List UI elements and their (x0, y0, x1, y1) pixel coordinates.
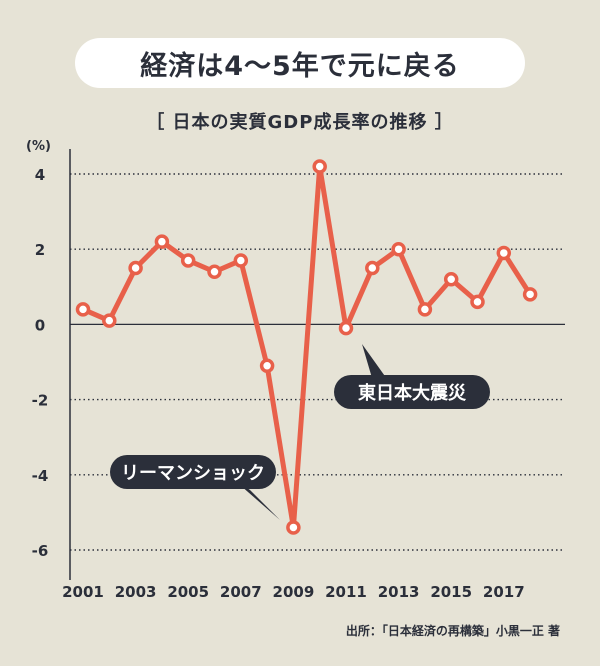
chart-title-banner: 経済は4～5年で元に戻る (75, 38, 525, 88)
data-point (154, 234, 170, 249)
x-tick-label: 2017 (483, 583, 525, 601)
x-tick-label: 2011 (325, 583, 367, 601)
callout-badge: リーマンショック (110, 455, 280, 520)
data-point (417, 302, 433, 317)
data-point (443, 272, 459, 287)
callout-label: リーマンショック (121, 463, 265, 484)
y-tick-label: 2 (35, 241, 45, 259)
x-tick-label: 2009 (273, 583, 315, 601)
data-point (496, 245, 512, 261)
data-point (102, 313, 117, 328)
y-tick-label: -6 (32, 542, 49, 560)
data-point (233, 253, 249, 268)
data-point (128, 260, 143, 276)
x-tick-label: 2001 (62, 583, 104, 601)
data-point (75, 302, 91, 317)
data-point (180, 253, 196, 268)
data-point (338, 320, 354, 336)
data-point (259, 358, 275, 374)
data-point (470, 294, 485, 310)
data-point (207, 264, 222, 280)
x-tick-label: 2013 (378, 583, 420, 601)
y-axis-unit-label: (%) (26, 139, 51, 154)
callout-badge: 東日本大震災 (334, 344, 490, 409)
x-tick-label: 2015 (430, 583, 472, 601)
data-point (365, 260, 380, 276)
data-point (522, 287, 538, 302)
y-tick-label: -4 (32, 467, 49, 485)
callout-label: 東日本大震災 (358, 382, 467, 404)
chart-subtitle: ［ 日本の実質GDP成長率の推移 ］ (146, 112, 454, 133)
x-tick-label: 2007 (220, 583, 262, 601)
callout-pill (334, 375, 490, 409)
callout-pill (110, 455, 276, 489)
data-point (391, 241, 406, 257)
y-tick-label: -2 (32, 392, 49, 410)
y-tick-label: 4 (35, 166, 45, 184)
y-tick-label: 0 (35, 316, 45, 334)
source-credit: 出所：「日本経済の再構築」小黒一正 著 (345, 624, 560, 638)
x-tick-label: 2005 (167, 583, 209, 601)
x-tick-label: 2003 (115, 583, 157, 601)
data-point (312, 159, 327, 174)
data-point (286, 520, 301, 535)
